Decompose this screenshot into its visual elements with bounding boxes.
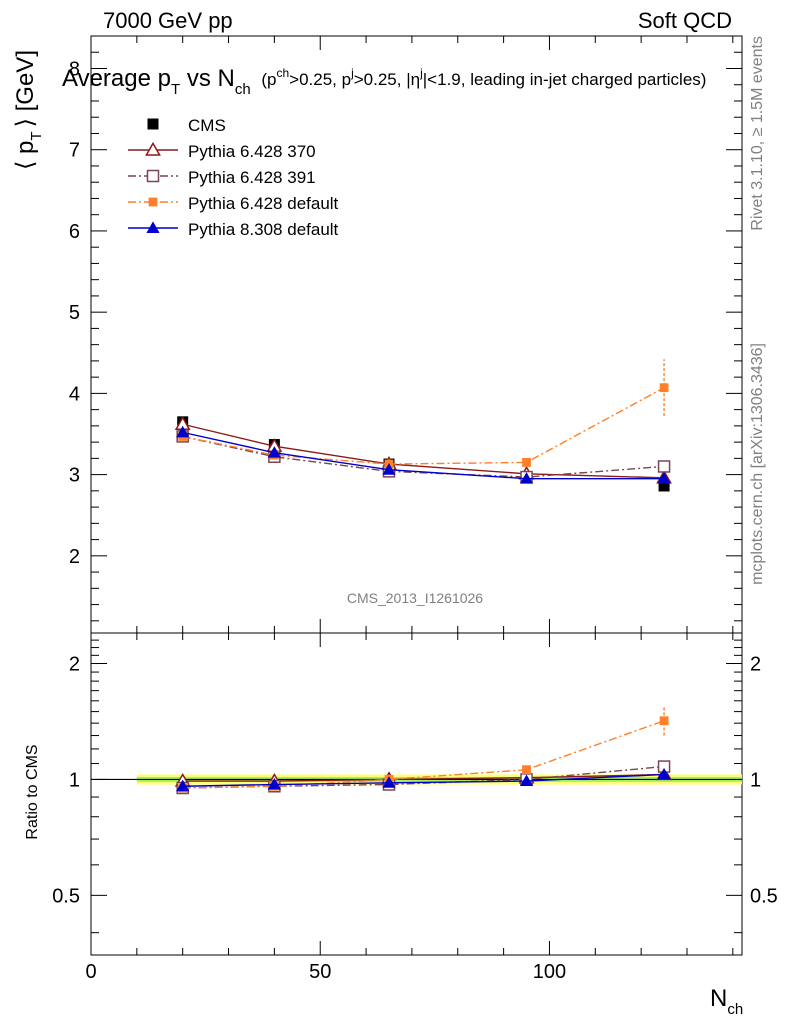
y-tick-label: 7 <box>69 140 80 162</box>
data-point-pythia-8-308-default <box>267 446 281 458</box>
main-series-group <box>174 359 672 492</box>
data-point-cms <box>658 480 670 492</box>
ratio-tick-label: 0.5 <box>750 885 778 907</box>
legend-label-pythia-6-428-370: Pythia 6.428 370 <box>188 142 316 161</box>
y-tick-label: 4 <box>69 383 80 405</box>
data-point-pythia-8-308-default <box>382 463 396 475</box>
data-point-pythia-6-428-default <box>659 383 669 393</box>
data-point-pythia-8-308-default <box>519 472 534 484</box>
data-point-pythia-6-428-default <box>522 458 531 467</box>
data-point-pythia-6-428-391 <box>657 460 671 473</box>
y-tick-label: 2 <box>69 546 80 568</box>
ratio-tick-label: 2 <box>750 653 761 675</box>
legend-marker-pythia-6-428-default <box>148 197 158 207</box>
legend-label-pythia-6-428-391: Pythia 6.428 391 <box>188 168 316 187</box>
x-axis-label: Nch <box>710 985 743 1018</box>
ratio-tick-label: 0.5 <box>52 885 80 907</box>
y-axis-label: ⟨ pT⟩ [GeV] <box>12 50 45 170</box>
ratio-tick-label: 1 <box>750 769 761 791</box>
mcplots-label: mcplots.cern.ch [arXiv:1306.3436] <box>749 343 766 585</box>
ratio-point-pythia-8-308-default <box>267 777 281 790</box>
x-tick-label: 100 <box>533 961 566 983</box>
ratio-line-pythia-6-428-391 <box>182 765 665 789</box>
ratio-y-axis-label: Ratio to CMS <box>24 744 41 839</box>
ratio-point-pythia-8-308-default <box>657 767 671 780</box>
ratio-point-pythia-6-428-default <box>659 716 669 726</box>
ratio-tick-label: 2 <box>69 653 80 675</box>
legend-marker-pythia-6-428-391 <box>146 169 160 183</box>
y-tick-label: 8 <box>69 58 80 80</box>
legend-label-pythia-8-308-default: Pythia 8.308 default <box>188 220 339 239</box>
legend-label-pythia-6-428-default: Pythia 6.428 default <box>188 194 339 213</box>
series-line-pythia-6-428-default <box>182 387 665 465</box>
series-line-pythia-6-428-391 <box>182 435 665 478</box>
rivet-version-label: Rivet 3.1.10, ≥ 1.5M events <box>749 36 766 231</box>
ratio-point-pythia-8-308-default <box>519 774 534 787</box>
legend-marker-pythia-6-428-370 <box>145 141 161 156</box>
ratio-point-pythia-8-308-default <box>382 776 396 788</box>
data-point-pythia-8-308-default <box>657 472 671 484</box>
legend-label-cms: CMS <box>188 116 226 135</box>
y-tick-label: 3 <box>69 465 80 487</box>
ratio-point-pythia-8-308-default <box>176 779 190 792</box>
legend-marker-pythia-8-308-default <box>146 221 160 233</box>
category-label: Soft QCD <box>638 8 732 33</box>
ratio-point-pythia-6-428-default <box>522 765 531 775</box>
energy-label: 7000 GeV pp <box>103 8 233 33</box>
legend-marker-cms <box>147 118 159 130</box>
ratio-tick-label: 1 <box>69 769 80 791</box>
chart-title: Average pT vs Nch (pch>0.25, pj>0.25, |η… <box>62 65 706 100</box>
axis-ticks: 0 50 100 2 3 4 5 6 7 8 0.5 0.5 1 1 2 2 <box>52 36 778 983</box>
x-tick-label: 0 <box>85 961 96 983</box>
data-point-pythia-8-308-default <box>176 425 190 438</box>
y-tick-label: 5 <box>69 302 80 324</box>
x-tick-label: 50 <box>309 961 331 983</box>
legend: CMS Pythia 6.428 370 Pythia 6.428 391 Pythi… <box>128 116 339 239</box>
ratio-plot-frame <box>90 632 743 956</box>
y-tick-label: 6 <box>69 221 80 243</box>
analysis-id-label: CMS_2013_I1261026 <box>347 590 483 606</box>
ratio-series-group <box>174 707 672 795</box>
series-line-pythia-6-428-370 <box>182 423 665 479</box>
